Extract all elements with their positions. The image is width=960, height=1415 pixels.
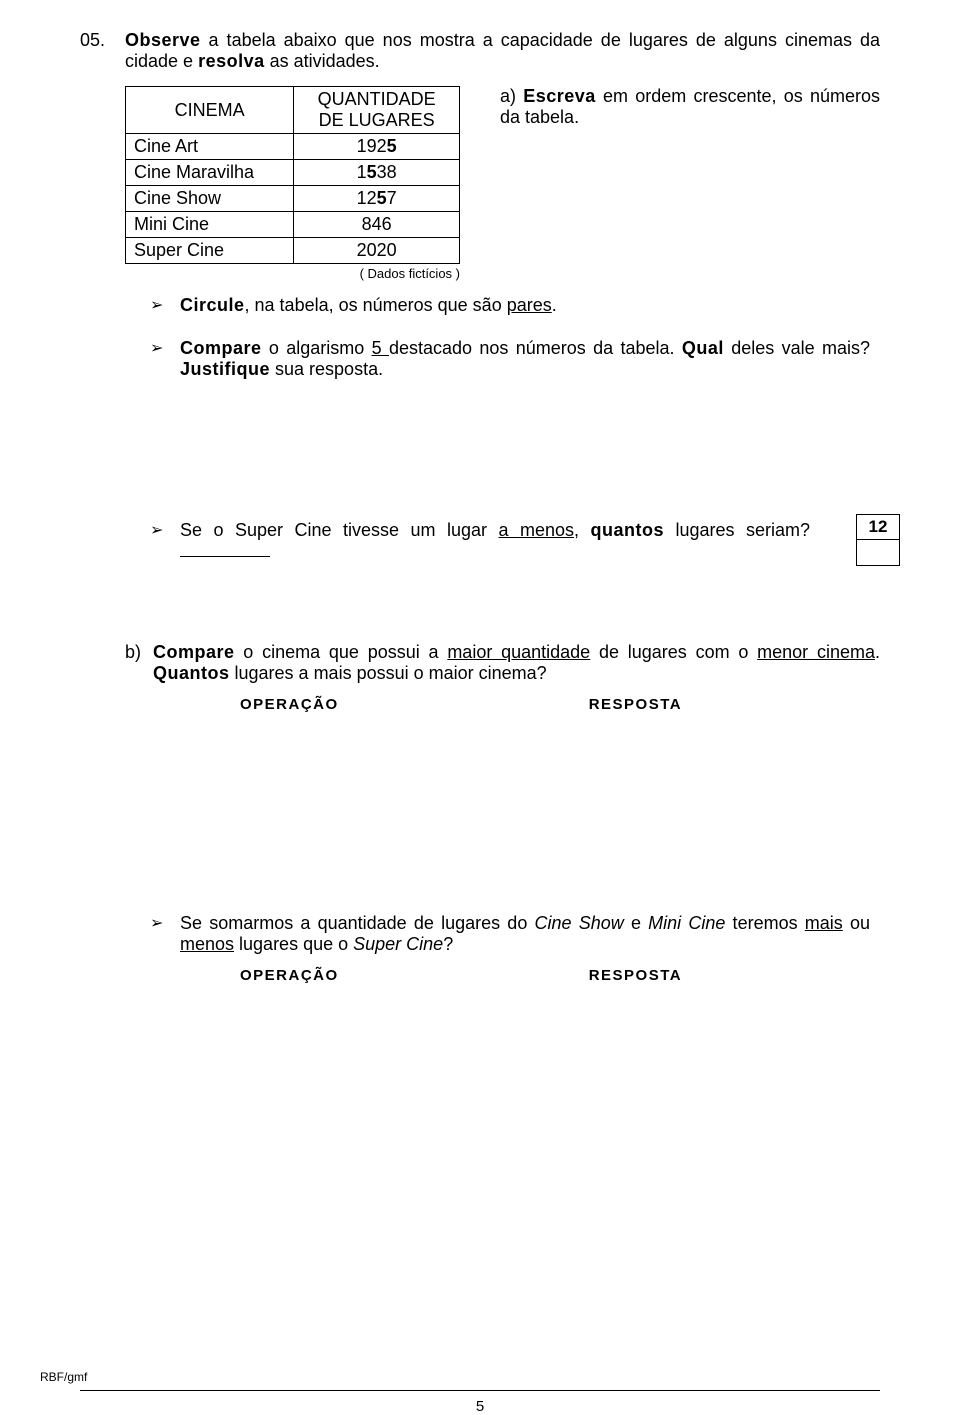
quantos-word: quantos [590, 520, 664, 540]
observe-word: Observe [125, 30, 201, 50]
a-letter: a) [500, 86, 516, 106]
bullet-icon [150, 913, 180, 955]
cine-maravilha-name: Cine Maravilha [126, 160, 294, 186]
cine-art-val: 1925 [294, 134, 460, 160]
operacao-resposta-2: OPERAÇÃO RESPOSTA [240, 967, 880, 984]
question-text: Observe a tabela abaixo que nos mostra a… [125, 30, 880, 72]
super-cine-val: 2020 [294, 238, 460, 264]
table-row: Cine Show 1257 [126, 186, 460, 212]
footer-line [80, 1390, 880, 1391]
b-letter: b) [125, 642, 153, 684]
page: 05. Observe a tabela abaixo que nos most… [0, 0, 960, 1396]
bullet-icon [150, 338, 180, 380]
resposta-label: RESPOSTA [589, 696, 682, 713]
operacao-label: OPERAÇÃO [240, 967, 339, 984]
box-12-empty [856, 540, 900, 566]
bullet-icon [150, 295, 180, 316]
question-05: 05. Observe a tabela abaixo que nos most… [80, 30, 880, 72]
table-row: Cine Art 1925 [126, 134, 460, 160]
resolva-word: resolva [198, 51, 265, 71]
circule-word: Circule [180, 295, 245, 315]
th-quantidade: QUANTIDADE DE LUGARES [294, 87, 460, 134]
cinema-table: CINEMA QUANTIDADE DE LUGARES Cine Art 19… [125, 86, 460, 264]
cine-art-name: Cine Art [126, 134, 294, 160]
table-wrap: CINEMA QUANTIDADE DE LUGARES Cine Art 19… [125, 86, 460, 281]
super-cine-name: Super Cine [126, 238, 294, 264]
table-row: Super Cine 2020 [126, 238, 460, 264]
footer-code: RBF/gmf [40, 1370, 87, 1384]
mini-cine-val: 846 [294, 212, 460, 238]
qual-word: Qual [682, 338, 724, 358]
item-b: b) Compare o cinema que possui a maior q… [125, 642, 880, 684]
operacao-label: OPERAÇÃO [240, 696, 339, 713]
quantos-word-b: Quantos [153, 663, 230, 683]
escreva-word: Escreva [523, 86, 596, 106]
question-number: 05. [80, 30, 125, 51]
bullet-icon [150, 520, 180, 562]
table-row: Cine Maravilha 1538 [126, 160, 460, 186]
resposta-label: RESPOSTA [589, 967, 682, 984]
item-a: a) Escreva em ordem crescente, os número… [500, 86, 880, 128]
cine-show-name: Cine Show [126, 186, 294, 212]
box-12-wrap: 12 [856, 514, 900, 566]
justifique-word: Justifique [180, 359, 270, 379]
bullet-compare-5: Compare o algarismo 5 destacado nos núme… [150, 338, 880, 380]
answer-blank[interactable] [180, 556, 270, 557]
bullet-circule: Circule, na tabela, os números que são p… [150, 295, 880, 316]
compare-word: Compare [180, 338, 262, 358]
bullet-super-cine-menos: Se o Super Cine tivesse um lugar a menos… [150, 520, 880, 562]
dados-ficticios: ( Dados fictícios ) [125, 266, 460, 281]
table-row: Mini Cine 846 [126, 212, 460, 238]
operacao-resposta-1: OPERAÇÃO RESPOSTA [240, 696, 880, 713]
cine-show-val: 1257 [294, 186, 460, 212]
table-and-a: CINEMA QUANTIDADE DE LUGARES Cine Art 19… [125, 86, 880, 281]
bullet-soma-show-mini: Se somarmos a quantidade de lugares do C… [150, 913, 880, 955]
box-12: 12 [856, 514, 900, 540]
q-text-end: as atividades. [265, 51, 380, 71]
compare-word-b: Compare [153, 642, 235, 662]
footer-page-number: 5 [476, 1398, 484, 1415]
cine-maravilha-val: 1538 [294, 160, 460, 186]
mini-cine-name: Mini Cine [126, 212, 294, 238]
th-cinema: CINEMA [126, 87, 294, 134]
